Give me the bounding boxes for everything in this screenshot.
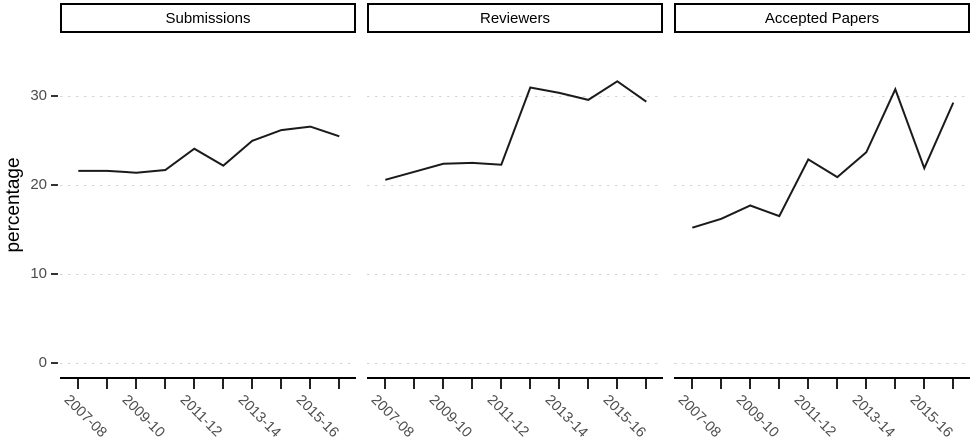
y-tick-label: 10 [30, 264, 47, 282]
x-tick-label: 2007-08 [60, 392, 110, 441]
facet-strip: Submissions [60, 3, 356, 33]
x-axis-line [367, 377, 663, 379]
x-tick-label: 2015-16 [906, 392, 956, 441]
x-axis-tick [836, 379, 839, 389]
x-axis-tick [616, 379, 619, 389]
x-tick-label: 2015-16 [599, 392, 649, 441]
facet-strip: Accepted Papers [674, 3, 970, 33]
y-tick-mark [51, 272, 58, 275]
gridline [60, 96, 356, 98]
gridline [367, 96, 663, 98]
facet-strip-title: Submissions [165, 9, 251, 27]
x-axis-tick [645, 379, 648, 389]
x-axis-tick [778, 379, 781, 389]
gridline [674, 273, 970, 275]
plot-area [674, 33, 970, 377]
x-tick-label: 2015-16 [292, 392, 342, 441]
y-tick-label: 20 [30, 176, 47, 194]
gridline [367, 362, 663, 364]
gridline [367, 185, 663, 187]
x-axis-line [60, 377, 356, 379]
x-axis-tick [309, 379, 312, 389]
x-axis-tick [413, 379, 416, 389]
x-axis-tick [894, 379, 897, 389]
x-axis-tick [251, 379, 254, 389]
gridline [674, 96, 970, 98]
gridline [60, 185, 356, 187]
x-tick-label: 2007-08 [674, 392, 724, 441]
facet-strip: Reviewers [367, 3, 663, 33]
data-line [78, 125, 340, 174]
x-axis-tick [720, 379, 723, 389]
x-axis-tick [164, 379, 167, 389]
data-line [692, 86, 955, 229]
x-axis-tick [471, 379, 474, 389]
x-axis-tick [865, 379, 868, 389]
x-axis-tick [500, 379, 503, 389]
gridline [674, 362, 970, 364]
x-axis-tick [529, 379, 532, 389]
x-axis-tick [587, 379, 590, 389]
gridline [60, 273, 356, 275]
x-tick-label: 2009-10 [118, 392, 168, 441]
plot-area [60, 33, 356, 377]
x-axis-tick [442, 379, 445, 389]
facet-panel: Reviewers 2007-08 2009-10 2011-12 2013-14 201… [367, 0, 663, 446]
x-tick-label: 2007-08 [367, 392, 417, 441]
gridline [60, 362, 356, 364]
x-axis-tick [77, 379, 80, 389]
x-axis-tick [106, 379, 109, 389]
facet-panel: Submissions 2007-08 2009-10 2011-12 2013-14 2… [60, 0, 356, 446]
y-axis-title: percentage [3, 157, 24, 253]
x-tick-label: 2011-12 [790, 392, 840, 441]
x-axis-tick [384, 379, 387, 389]
x-axis-tick [135, 379, 138, 389]
gridline [367, 273, 663, 275]
x-tick-label: 2009-10 [425, 392, 475, 441]
facet-panel: Accepted Papers 2007-08 2009-10 2011-12 2013… [674, 0, 970, 446]
x-axis-tick [558, 379, 561, 389]
x-tick-label: 2011-12 [483, 392, 533, 441]
x-axis-tick [807, 379, 810, 389]
x-axis-tick [952, 379, 955, 389]
plot-area [367, 33, 663, 377]
x-axis-tick [222, 379, 225, 389]
x-axis-tick [193, 379, 196, 389]
x-tick-label: 2013-14 [541, 392, 591, 441]
y-tick-label: 30 [30, 87, 47, 105]
x-axis-tick [280, 379, 283, 389]
y-tick-mark [51, 361, 58, 364]
x-tick-label: 2009-10 [732, 392, 782, 441]
gridline [674, 185, 970, 187]
x-tick-label: 2011-12 [176, 392, 226, 441]
x-axis-tick [691, 379, 694, 389]
data-line [385, 80, 647, 181]
facet-strip-title: Reviewers [479, 9, 551, 27]
x-tick-label: 2013-14 [234, 392, 284, 441]
y-tick-label: 0 [38, 353, 47, 371]
x-axis-line [674, 377, 970, 379]
x-axis-tick [749, 379, 752, 389]
x-tick-label: 2013-14 [848, 392, 898, 441]
x-axis-tick [923, 379, 926, 389]
y-tick-mark [51, 184, 58, 187]
facet-strip-title: Accepted Papers [764, 9, 880, 27]
y-tick-mark [51, 95, 58, 98]
x-axis-tick [338, 379, 341, 389]
